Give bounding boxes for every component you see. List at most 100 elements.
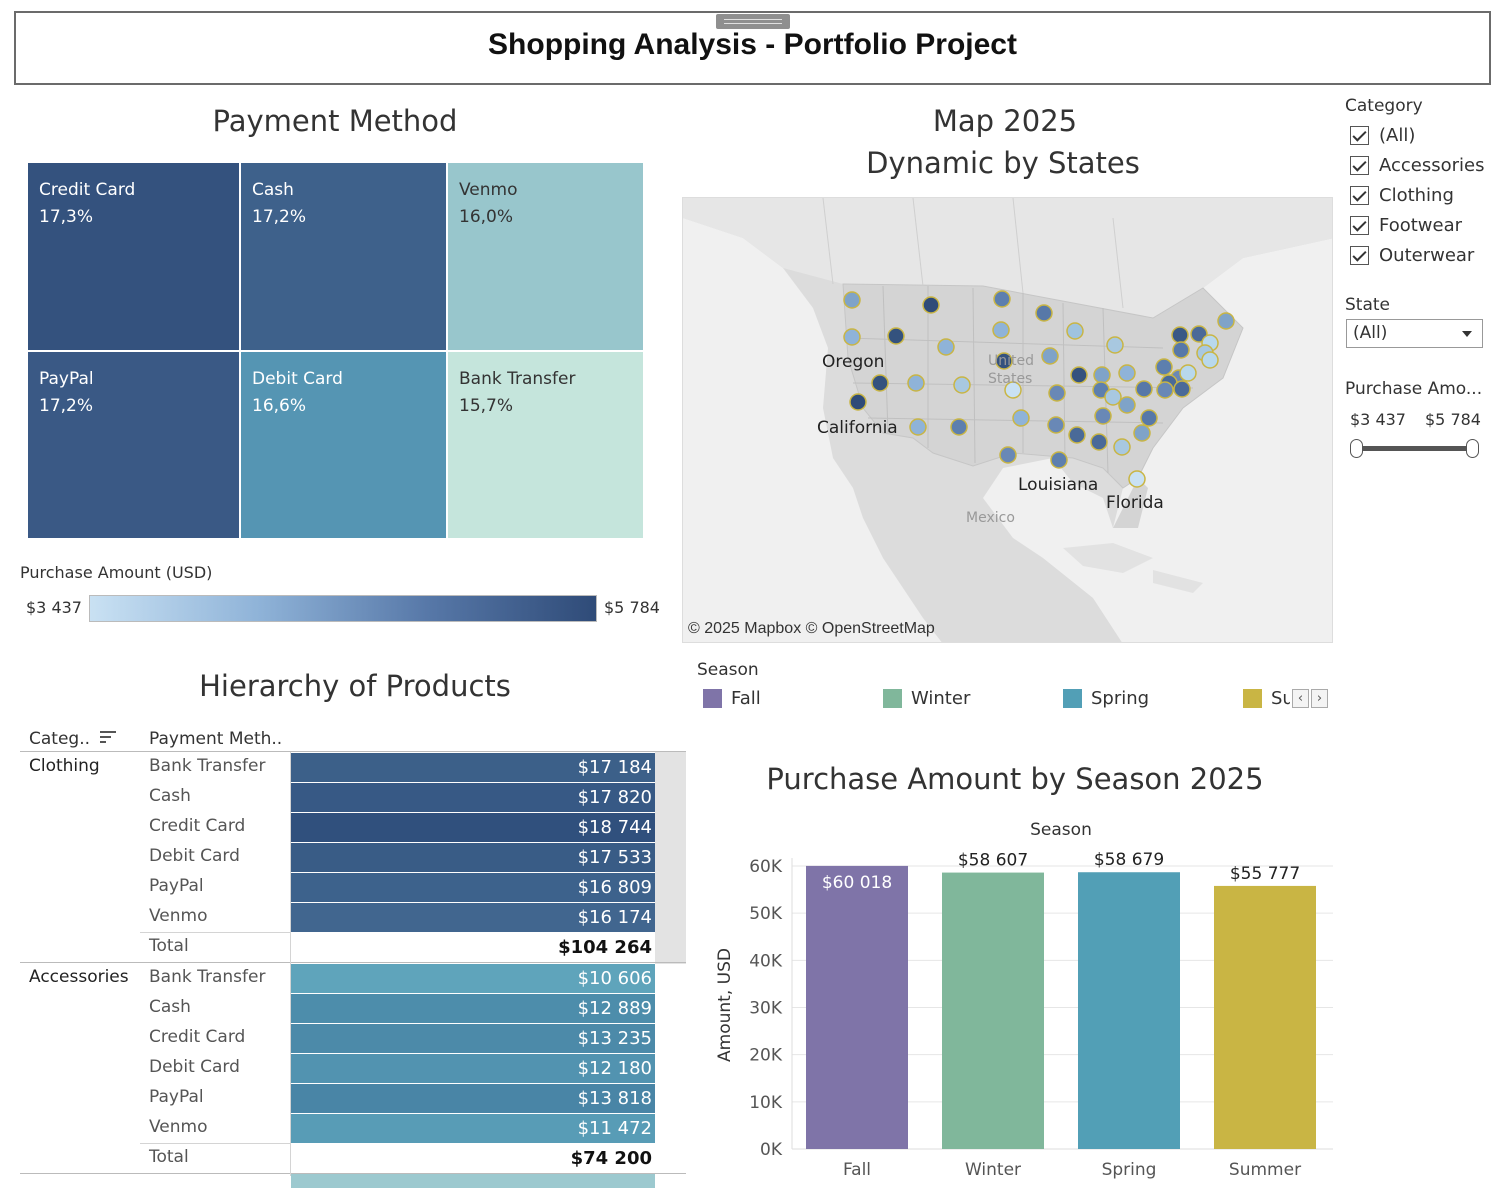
checkbox-checked-icon[interactable]	[1350, 245, 1369, 265]
bar-spring[interactable]	[1078, 872, 1180, 1149]
bar-winter[interactable]	[942, 872, 1044, 1149]
season-swatch-su[interactable]	[1243, 689, 1262, 708]
amount-cell[interactable]: $10 606	[291, 964, 655, 993]
payment-method-cell[interactable]: Debit Card	[149, 1057, 240, 1077]
state-marker[interactable]	[871, 374, 889, 392]
state-marker[interactable]	[849, 393, 867, 411]
amount-cell[interactable]: $12 889	[291, 994, 655, 1023]
category-cell[interactable]: Clothing	[29, 756, 100, 776]
state-marker[interactable]	[1173, 380, 1191, 398]
state-marker[interactable]	[1093, 366, 1111, 384]
category-option-clothing[interactable]: Clothing	[1350, 182, 1454, 208]
state-dropdown[interactable]: (All)	[1346, 319, 1483, 348]
state-marker[interactable]	[1140, 409, 1158, 427]
state-marker[interactable]	[1012, 409, 1030, 427]
season-legend-label[interactable]: Fall	[731, 688, 761, 709]
amount-cell[interactable]: $13 235	[291, 1024, 655, 1053]
slider-max-handle[interactable]	[1466, 439, 1479, 458]
state-marker[interactable]	[1135, 380, 1153, 398]
state-marker[interactable]	[1047, 416, 1065, 434]
slider-min-handle[interactable]	[1350, 439, 1363, 458]
state-marker[interactable]	[1041, 347, 1059, 365]
treemap-cell-venmo[interactable]: Venmo 16,0%	[447, 162, 644, 351]
state-marker[interactable]	[1094, 407, 1112, 425]
payment-method-cell[interactable]: Credit Card	[149, 816, 246, 836]
state-marker[interactable]	[1070, 366, 1088, 384]
state-marker[interactable]	[1156, 381, 1174, 399]
state-marker[interactable]	[907, 374, 925, 392]
table-scrollbar[interactable]	[655, 752, 686, 964]
state-marker[interactable]	[1004, 381, 1022, 399]
payment-method-cell[interactable]: PayPal	[149, 876, 204, 896]
state-marker[interactable]	[1113, 438, 1131, 456]
season-swatch-spring[interactable]	[1063, 689, 1082, 708]
amount-cell[interactable]: $17 533	[291, 843, 655, 872]
payment-method-cell[interactable]: Credit Card	[149, 1027, 246, 1047]
state-marker[interactable]	[1066, 322, 1084, 340]
season-legend-label[interactable]: Spring	[1091, 688, 1150, 709]
amount-cell[interactable]: $16 174	[291, 903, 655, 932]
state-marker[interactable]	[1104, 388, 1122, 406]
state-marker[interactable]	[950, 418, 968, 436]
state-marker[interactable]	[1118, 364, 1136, 382]
map-attribution[interactable]: © 2025 Mapbox © OpenStreetMap	[688, 620, 935, 637]
state-marker[interactable]	[1035, 304, 1053, 322]
bar-summer[interactable]	[1214, 885, 1316, 1149]
state-marker[interactable]	[992, 321, 1010, 339]
col-header-category[interactable]: Categ..	[29, 729, 91, 749]
amount-cell[interactable]: $18 744	[291, 813, 655, 842]
state-marker[interactable]	[843, 328, 861, 346]
state-marker[interactable]	[1217, 312, 1235, 330]
season-swatch-fall[interactable]	[703, 689, 722, 708]
state-marker[interactable]	[1171, 326, 1189, 344]
legend-prev-icon[interactable]: ‹	[1292, 689, 1309, 708]
state-marker[interactable]	[1201, 351, 1219, 369]
checkbox-checked-icon[interactable]	[1350, 215, 1369, 235]
category-option-outerwear[interactable]: Outerwear	[1350, 242, 1474, 268]
state-marker[interactable]	[1068, 426, 1086, 444]
amount-cell[interactable]: $16 809	[291, 873, 655, 902]
state-marker[interactable]	[909, 418, 927, 436]
state-marker[interactable]	[1050, 451, 1068, 469]
treemap-cell-paypal[interactable]: PayPal 17,2%	[27, 351, 240, 539]
state-marker[interactable]	[999, 446, 1017, 464]
payment-method-cell[interactable]: Cash	[149, 786, 191, 806]
category-option-all[interactable]: (All)	[1350, 122, 1415, 148]
amount-cell[interactable]: $12 180	[291, 1054, 655, 1083]
payment-method-cell[interactable]: Venmo	[149, 906, 208, 926]
treemap-cell-bank-transfer[interactable]: Bank Transfer 15,7%	[447, 351, 644, 539]
treemap-cell-cash[interactable]: Cash 17,2%	[240, 162, 447, 351]
season-swatch-winter[interactable]	[883, 689, 902, 708]
state-markers[interactable]	[683, 198, 1333, 643]
state-marker[interactable]	[995, 352, 1013, 370]
payment-method-cell[interactable]: Venmo	[149, 1117, 208, 1137]
checkbox-checked-icon[interactable]	[1350, 125, 1369, 145]
state-marker[interactable]	[887, 327, 905, 345]
state-marker[interactable]	[1133, 424, 1151, 442]
payment-method-cell[interactable]: Debit Card	[149, 846, 240, 866]
state-marker[interactable]	[953, 376, 971, 394]
state-marker[interactable]	[1106, 336, 1124, 354]
state-marker[interactable]	[993, 290, 1011, 308]
checkbox-checked-icon[interactable]	[1350, 185, 1369, 205]
category-option-footwear[interactable]: Footwear	[1350, 212, 1462, 238]
legend-next-icon[interactable]: ›	[1311, 689, 1328, 708]
bar-fall[interactable]	[806, 865, 908, 1149]
state-marker[interactable]	[1118, 396, 1136, 414]
amount-slider-track[interactable]	[1356, 446, 1474, 451]
payment-method-cell[interactable]: Cash	[149, 997, 191, 1017]
category-option-accessories[interactable]: Accessories	[1350, 152, 1485, 178]
treemap-cell-debit-card[interactable]: Debit Card 16,6%	[240, 351, 447, 539]
payment-method-cell[interactable]: PayPal	[149, 1087, 204, 1107]
season-legend-label[interactable]: Su	[1271, 688, 1294, 709]
amount-cell[interactable]: $17 184	[291, 753, 655, 782]
category-cell[interactable]: Accessories	[29, 967, 129, 987]
state-marker[interactable]	[1155, 358, 1173, 376]
state-marker[interactable]	[922, 296, 940, 314]
payment-method-cell[interactable]: Bank Transfer	[149, 967, 266, 987]
state-marker[interactable]	[1048, 384, 1066, 402]
state-marker[interactable]	[1128, 470, 1146, 488]
payment-method-cell[interactable]: Bank Transfer	[149, 756, 266, 776]
amount-cell[interactable]: $17 820	[291, 783, 655, 812]
amount-cell[interactable]: $13 818	[291, 1084, 655, 1113]
